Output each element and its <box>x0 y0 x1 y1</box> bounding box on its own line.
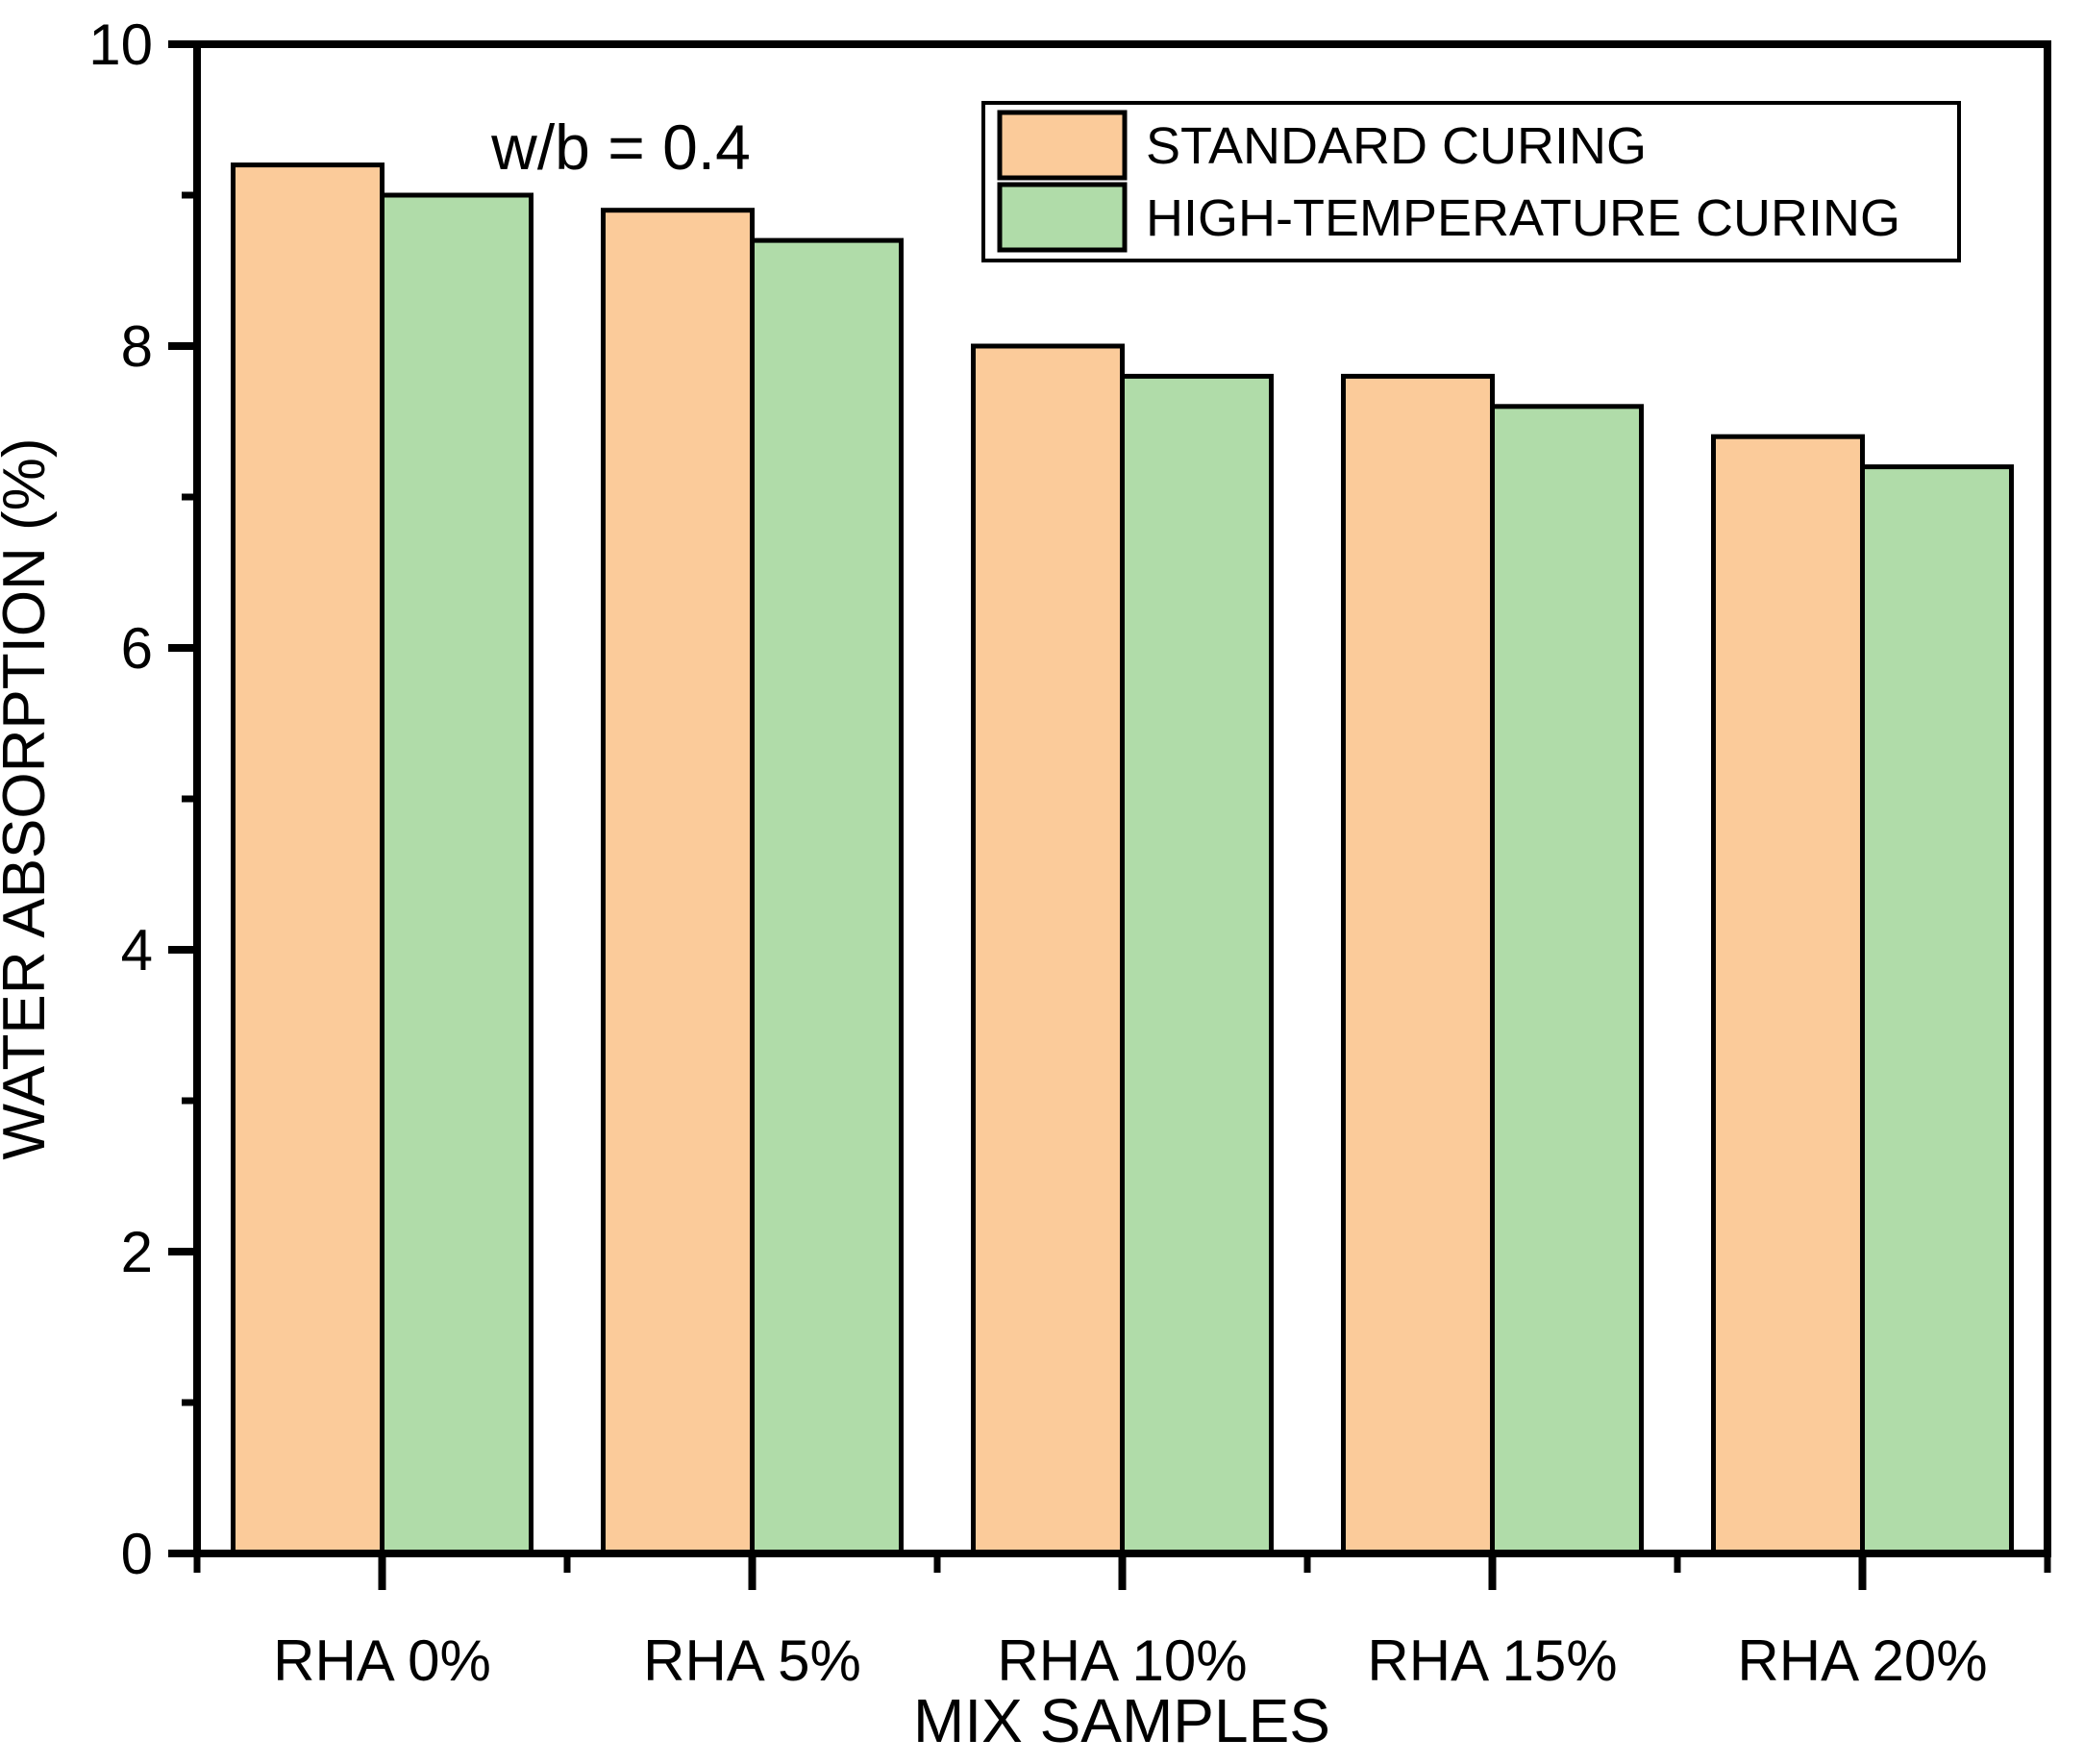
annotation-wb-ratio: w/b = 0.4 <box>490 112 751 183</box>
bar-high-temperature-curing-rha-0- <box>380 192 533 1556</box>
x-axis-title: MIX SAMPLES <box>913 1686 1330 1755</box>
legend-layer: STANDARD CURING HIGH-TEMPERATURE CURING <box>981 101 1961 262</box>
bar-high-temperature-curing-rha-10- <box>1120 373 1274 1556</box>
axis-layer: 0 2 4 6 8 10 RHA 0% RHA 5% RHA 10% RHA 15% RHA 20% <box>88 12 2051 1693</box>
y-axis-tick-label: 4 <box>121 918 153 982</box>
y-axis-tick-label: 2 <box>121 1220 153 1284</box>
legend-swatch-high-temperature-curing <box>997 182 1128 253</box>
bar-standard-curing-rha-0- <box>231 162 385 1556</box>
y-axis-tick-label: 10 <box>88 12 153 77</box>
legend-label: HIGH-TEMPERATURE CURING <box>1146 189 1900 247</box>
bar-standard-curing-rha-5- <box>601 208 755 1556</box>
bar-high-temperature-curing-rha-20- <box>1860 464 2014 1556</box>
bar-high-temperature-curing-rha-15- <box>1490 404 1644 1556</box>
y-axis-tick-label: 6 <box>121 616 153 681</box>
bar-standard-curing-rha-10- <box>971 343 1125 1556</box>
legend-label: STANDARD CURING <box>1146 117 1647 175</box>
x-axis-tick-label: RHA 5% <box>643 1628 861 1693</box>
y-axis-title: WATER ABSORPTION (%) <box>0 438 58 1160</box>
legend-box <box>981 101 1961 262</box>
y-axis-tick-label: 0 <box>121 1522 153 1586</box>
x-axis-tick-label: RHA 15% <box>1367 1628 1617 1693</box>
x-axis-tick-label: RHA 20% <box>1737 1628 1987 1693</box>
bar-high-temperature-curing-rha-5- <box>750 237 904 1556</box>
bar-standard-curing-rha-15- <box>1341 373 1495 1556</box>
bars-layer <box>231 162 2014 1556</box>
x-axis-tick-label: RHA 0% <box>273 1628 491 1693</box>
y-axis-tick-label: 8 <box>121 314 153 379</box>
bar-standard-curing-rha-20- <box>1711 434 1865 1556</box>
x-axis-tick-label: RHA 10% <box>997 1628 1247 1693</box>
legend-swatch-standard-curing <box>997 110 1128 181</box>
